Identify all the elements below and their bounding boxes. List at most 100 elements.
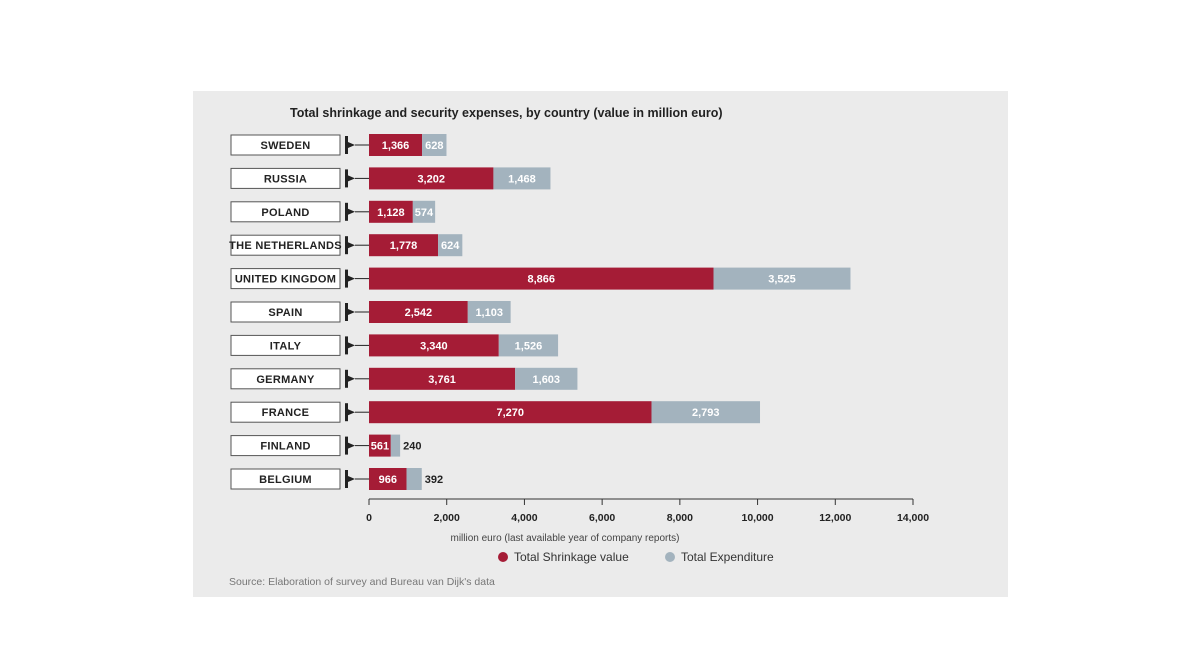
x-tick-label: 0 (366, 512, 372, 524)
country-label: ITALY (270, 340, 302, 352)
chart-title: Total shrinkage and security expenses, b… (290, 106, 723, 120)
bar-expenditure (515, 367, 578, 390)
country-label: SPAIN (268, 307, 302, 319)
bar-shrinkage (369, 167, 494, 190)
label-shrinkage: 7,270 (496, 407, 524, 419)
bar-expenditure (498, 334, 559, 357)
x-tick-label: 4,000 (511, 512, 537, 524)
bar-expenditure (412, 200, 436, 223)
bar-expenditure (651, 401, 761, 424)
connector-bracket (345, 336, 348, 355)
legend-label-expenditure: Total Expenditure (681, 550, 774, 564)
label-shrinkage: 561 (371, 441, 389, 453)
row-poland: POLAND 1,128 574 (230, 200, 436, 223)
x-tick-label: 8,000 (667, 512, 693, 524)
country-label: BELGIUM (259, 474, 312, 486)
stacked-bar-chart: Total shrinkage and security expenses, b… (229, 106, 929, 588)
legend: Total Shrinkage value Total Expenditure (498, 550, 774, 564)
connector-bracket (345, 369, 348, 388)
bar-shrinkage (369, 468, 407, 490)
bar-shrinkage (369, 200, 413, 223)
label-shrinkage: 3,761 (428, 374, 456, 386)
bar-shrinkage (369, 334, 499, 357)
connector-arrow (348, 375, 355, 382)
bar-expenditure (390, 434, 401, 457)
x-tick-label: 6,000 (589, 512, 615, 524)
country-label-box (230, 268, 341, 290)
connector-bracket (345, 470, 348, 488)
country-label-box (230, 334, 341, 356)
bar-shrinkage (369, 434, 391, 457)
label-expenditure: 1,468 (508, 173, 536, 185)
row-sweden: SWEDEN 1,366 628 (230, 134, 447, 156)
x-tick-label: 10,000 (742, 512, 774, 524)
connector-arrow (348, 342, 355, 349)
bar-expenditure (713, 267, 851, 290)
legend-label-shrinkage: Total Shrinkage value (514, 550, 629, 564)
legend-swatch-shrinkage (498, 552, 508, 562)
country-label-box (230, 201, 341, 223)
bar-shrinkage (369, 267, 714, 290)
country-label-box (230, 401, 341, 423)
row-belgium: BELGIUM 966 392 (230, 468, 443, 490)
country-label: FINLAND (260, 441, 310, 453)
connector-bracket (345, 436, 348, 455)
label-shrinkage: 1,128 (377, 207, 405, 219)
label-shrinkage: 3,202 (417, 173, 445, 185)
connector-arrow (348, 309, 355, 315)
connector-bracket (345, 169, 348, 188)
bar-expenditure (422, 134, 447, 156)
row-russia: RUSSIA 3,202 1,468 (230, 167, 551, 190)
country-label: THE NETHERLANDS (229, 240, 342, 252)
connector-arrow (348, 442, 355, 449)
bar-expenditure (406, 468, 422, 490)
connector-bracket (345, 136, 348, 154)
legend-swatch-expenditure (665, 552, 675, 562)
country-label: SWEDEN (260, 140, 310, 152)
label-expenditure: 392 (425, 474, 443, 486)
label-expenditure: 240 (403, 441, 421, 453)
row-united-kingdom: UNITED KINGDOM 8,866 3,525 (230, 267, 851, 290)
x-axis-label: million euro (last available year of com… (451, 533, 680, 544)
connector-arrow (348, 275, 355, 282)
x-tick-label: 14,000 (897, 512, 929, 524)
country-label-box (230, 234, 341, 256)
x-tick-label: 12,000 (819, 512, 851, 524)
country-label: FRANCE (262, 407, 310, 419)
row-france: FRANCE 7,270 2,793 (230, 401, 761, 424)
connector-bracket (345, 269, 348, 288)
x-tick-label: 2,000 (434, 512, 460, 524)
country-label: UNITED KINGDOM (235, 274, 336, 286)
bar-expenditure (467, 301, 511, 323)
connector-arrow (348, 476, 355, 482)
bar-shrinkage (369, 401, 652, 424)
country-label-box (230, 167, 341, 189)
connector-arrow (348, 409, 355, 416)
country-label-box (230, 435, 341, 457)
bar-shrinkage (369, 234, 439, 257)
label-shrinkage: 2,542 (405, 307, 433, 319)
label-expenditure: 1,526 (515, 340, 543, 352)
x-axis: 0 2,000 4,000 6,000 8,000 10,000 12,000 14,000 (366, 498, 929, 524)
label-expenditure: 2,793 (692, 407, 720, 419)
source-note: Source: Elaboration of survey and Bureau… (229, 576, 495, 588)
label-expenditure: 628 (425, 140, 443, 152)
label-expenditure: 1,103 (475, 307, 503, 319)
country-label: POLAND (261, 207, 309, 219)
connector-arrow (348, 175, 355, 182)
label-shrinkage: 3,340 (420, 340, 448, 352)
bar-shrinkage (369, 367, 516, 390)
country-label: RUSSIA (264, 173, 307, 185)
label-shrinkage: 966 (379, 474, 397, 486)
label-expenditure: 624 (441, 240, 460, 252)
label-expenditure: 3,525 (768, 274, 796, 286)
bar-shrinkage (369, 301, 468, 323)
country-label: GERMANY (256, 374, 315, 386)
connector-arrow (348, 208, 355, 215)
row-spain: SPAIN 2,542 1,103 (230, 301, 511, 323)
connector-arrow (348, 242, 355, 249)
row-germany: GERMANY 3,761 1,603 (230, 367, 578, 390)
connector-bracket (345, 403, 348, 422)
bar-expenditure (493, 167, 551, 190)
label-expenditure: 1,603 (533, 374, 561, 386)
